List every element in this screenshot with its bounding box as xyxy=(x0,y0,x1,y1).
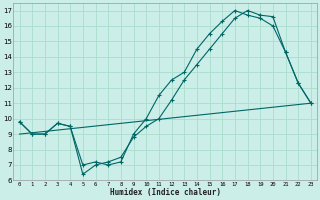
X-axis label: Humidex (Indice chaleur): Humidex (Indice chaleur) xyxy=(110,188,221,197)
